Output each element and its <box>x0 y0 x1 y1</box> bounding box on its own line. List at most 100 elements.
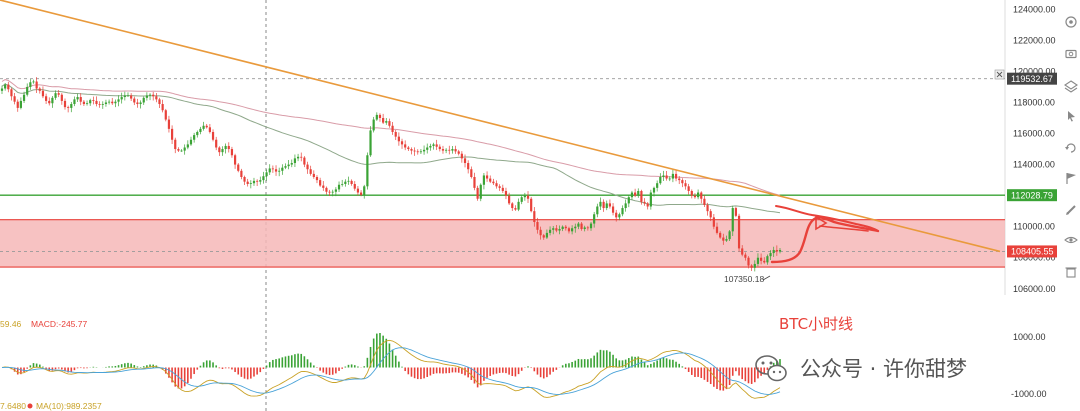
candle-body <box>690 190 693 196</box>
candle-body <box>13 96 16 102</box>
candle-body <box>747 257 750 266</box>
candle-body <box>589 223 593 229</box>
candle-body <box>265 172 268 177</box>
candle-body <box>750 265 753 268</box>
candle-body <box>0 88 4 91</box>
price-badge-1: 112028.79 <box>1007 189 1057 202</box>
projected-path-lower <box>819 225 869 232</box>
candle-body <box>514 208 517 210</box>
candle-body <box>382 118 385 123</box>
descending-trendline[interactable] <box>0 0 1001 253</box>
candle-body <box>372 119 375 131</box>
candle-body <box>511 203 514 209</box>
candle-body <box>574 226 577 229</box>
pencil-icon[interactable] <box>1066 205 1076 215</box>
gear-icon[interactable] <box>1065 16 1077 28</box>
candle-body <box>479 184 482 199</box>
candle-body <box>422 149 426 152</box>
ma10-dot <box>27 403 33 409</box>
candle-body <box>404 144 407 148</box>
candle-body <box>233 155 237 165</box>
candle-body <box>539 229 542 236</box>
camera-icon[interactable] <box>1065 49 1077 59</box>
macd-left-value: 59.46 <box>0 319 22 329</box>
cursor-icon[interactable] <box>1068 111 1075 122</box>
undo-icon[interactable] <box>1065 143 1076 153</box>
candle-body <box>533 211 536 223</box>
candle-body <box>564 226 567 229</box>
eye-icon[interactable] <box>1064 236 1078 244</box>
wechat-icon <box>755 355 787 382</box>
candle-body <box>599 201 602 207</box>
candle-body <box>429 145 432 148</box>
candle-body <box>646 203 649 207</box>
candle-body <box>350 180 353 184</box>
candle-body <box>624 203 627 209</box>
candle-body <box>164 110 167 120</box>
candle-body <box>378 114 382 118</box>
candle-body <box>375 114 378 120</box>
candle-body <box>476 187 479 199</box>
candle-body <box>16 101 19 108</box>
candle-body <box>287 164 290 167</box>
candle-body <box>681 180 684 184</box>
candle-body <box>586 227 589 229</box>
price-axis-tick: 124000.00 <box>1013 4 1056 14</box>
candle-body <box>580 223 583 230</box>
price-badge-text: 119532.67 <box>1011 74 1053 84</box>
candle-body <box>290 163 293 165</box>
candle-body <box>196 131 199 136</box>
candle-body <box>41 90 45 97</box>
projected-path-upper <box>775 205 879 232</box>
candle-body <box>117 99 120 102</box>
price-badge-text: 108405.55 <box>1011 247 1054 257</box>
candle-body <box>259 180 262 182</box>
candle-body <box>416 151 419 153</box>
candle-body <box>602 201 605 209</box>
candle-body <box>274 169 278 172</box>
trash-icon[interactable] <box>1065 267 1077 278</box>
candle-body <box>123 95 126 98</box>
candle-body <box>240 170 243 177</box>
candle-body <box>155 96 158 100</box>
candle-body <box>665 175 668 179</box>
candle-body <box>618 214 621 218</box>
dif-left-value: 7.6480 <box>0 401 26 411</box>
candle-body <box>451 149 454 151</box>
close-line-icon[interactable] <box>994 69 1005 80</box>
candle-body <box>419 151 423 153</box>
candle-body <box>337 184 341 190</box>
candle-body <box>281 167 284 171</box>
candle-body <box>199 128 202 132</box>
candle-body <box>659 177 662 184</box>
macd-axis-tick-1000: 1000.00 <box>1013 332 1046 342</box>
candle-body <box>741 248 744 255</box>
price-axis-tick: 114000.00 <box>1013 160 1055 170</box>
candle-body <box>60 94 63 101</box>
candle-body <box>70 104 73 108</box>
candle-body <box>558 229 561 231</box>
candle-body <box>596 206 599 215</box>
flag-icon[interactable] <box>1066 173 1076 184</box>
candle-body <box>347 180 350 182</box>
candle-body <box>177 149 180 151</box>
candle-body <box>268 168 271 173</box>
candle-body <box>778 249 782 252</box>
candle-body <box>772 249 775 254</box>
candle-body <box>139 102 142 105</box>
candle-body <box>769 253 772 257</box>
layers-icon[interactable] <box>1064 80 1078 93</box>
candle-body <box>470 169 473 177</box>
candle-body <box>407 147 410 150</box>
candle-body <box>366 155 369 187</box>
candle-body <box>438 146 441 150</box>
candle-body <box>621 208 624 215</box>
candle-body <box>630 192 634 198</box>
candle-body <box>615 212 618 218</box>
candle-body <box>492 181 495 184</box>
macd-dea-line <box>1 347 781 395</box>
candle-body <box>728 231 731 240</box>
candle-body <box>775 249 778 252</box>
candle-body <box>227 145 230 150</box>
